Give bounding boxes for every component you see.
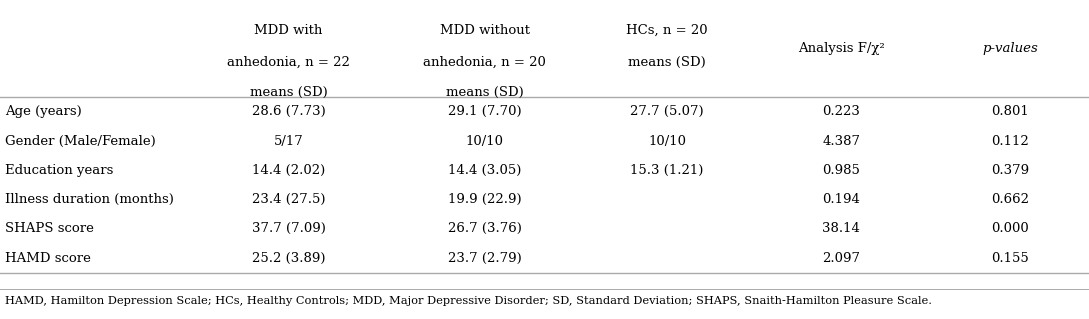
Text: 10/10: 10/10 xyxy=(466,135,503,148)
Text: 5/17: 5/17 xyxy=(273,135,304,148)
Text: 27.7 (5.07): 27.7 (5.07) xyxy=(631,105,703,118)
Text: 0.155: 0.155 xyxy=(991,252,1029,265)
Text: HAMD, Hamilton Depression Scale; HCs, Healthy Controls; MDD, Major Depressive Di: HAMD, Hamilton Depression Scale; HCs, He… xyxy=(5,296,932,306)
Text: 10/10: 10/10 xyxy=(648,135,686,148)
Text: 38.14: 38.14 xyxy=(822,222,860,235)
Text: 0.985: 0.985 xyxy=(822,164,860,177)
Text: 23.7 (2.79): 23.7 (2.79) xyxy=(448,252,522,265)
Text: Analysis F/χ²: Analysis F/χ² xyxy=(798,42,884,55)
Text: 0.112: 0.112 xyxy=(991,135,1029,148)
Text: p-values: p-values xyxy=(982,42,1038,55)
Text: 0.662: 0.662 xyxy=(991,193,1029,206)
Text: 0.379: 0.379 xyxy=(991,164,1029,177)
Text: HCs, n = 20: HCs, n = 20 xyxy=(626,24,708,37)
Text: 28.6 (7.73): 28.6 (7.73) xyxy=(252,105,326,118)
Text: 0.194: 0.194 xyxy=(822,193,860,206)
Text: 15.3 (1.21): 15.3 (1.21) xyxy=(631,164,703,177)
Text: anhedonia, n = 22: anhedonia, n = 22 xyxy=(228,56,350,69)
Text: 14.4 (3.05): 14.4 (3.05) xyxy=(448,164,522,177)
Text: 25.2 (3.89): 25.2 (3.89) xyxy=(252,252,326,265)
Text: 37.7 (7.09): 37.7 (7.09) xyxy=(252,222,326,235)
Text: 23.4 (27.5): 23.4 (27.5) xyxy=(252,193,326,206)
Text: anhedonia, n = 20: anhedonia, n = 20 xyxy=(424,56,546,69)
Text: Age (years): Age (years) xyxy=(5,105,82,118)
Text: means (SD): means (SD) xyxy=(249,86,328,99)
Text: 19.9 (22.9): 19.9 (22.9) xyxy=(448,193,522,206)
Text: MDD without: MDD without xyxy=(440,24,529,37)
Text: 2.097: 2.097 xyxy=(822,252,860,265)
Text: 0.000: 0.000 xyxy=(991,222,1029,235)
Text: Education years: Education years xyxy=(5,164,114,177)
Text: SHAPS score: SHAPS score xyxy=(5,222,95,235)
Text: 0.801: 0.801 xyxy=(991,105,1029,118)
Text: means (SD): means (SD) xyxy=(628,56,706,69)
Text: 0.223: 0.223 xyxy=(822,105,860,118)
Text: 14.4 (2.02): 14.4 (2.02) xyxy=(252,164,326,177)
Text: 29.1 (7.70): 29.1 (7.70) xyxy=(448,105,522,118)
Text: Illness duration (months): Illness duration (months) xyxy=(5,193,174,206)
Text: MDD with: MDD with xyxy=(255,24,322,37)
Text: means (SD): means (SD) xyxy=(445,86,524,99)
Text: HAMD score: HAMD score xyxy=(5,252,91,265)
Text: Gender (Male/Female): Gender (Male/Female) xyxy=(5,135,156,148)
Text: 4.387: 4.387 xyxy=(822,135,860,148)
Text: 26.7 (3.76): 26.7 (3.76) xyxy=(448,222,522,235)
